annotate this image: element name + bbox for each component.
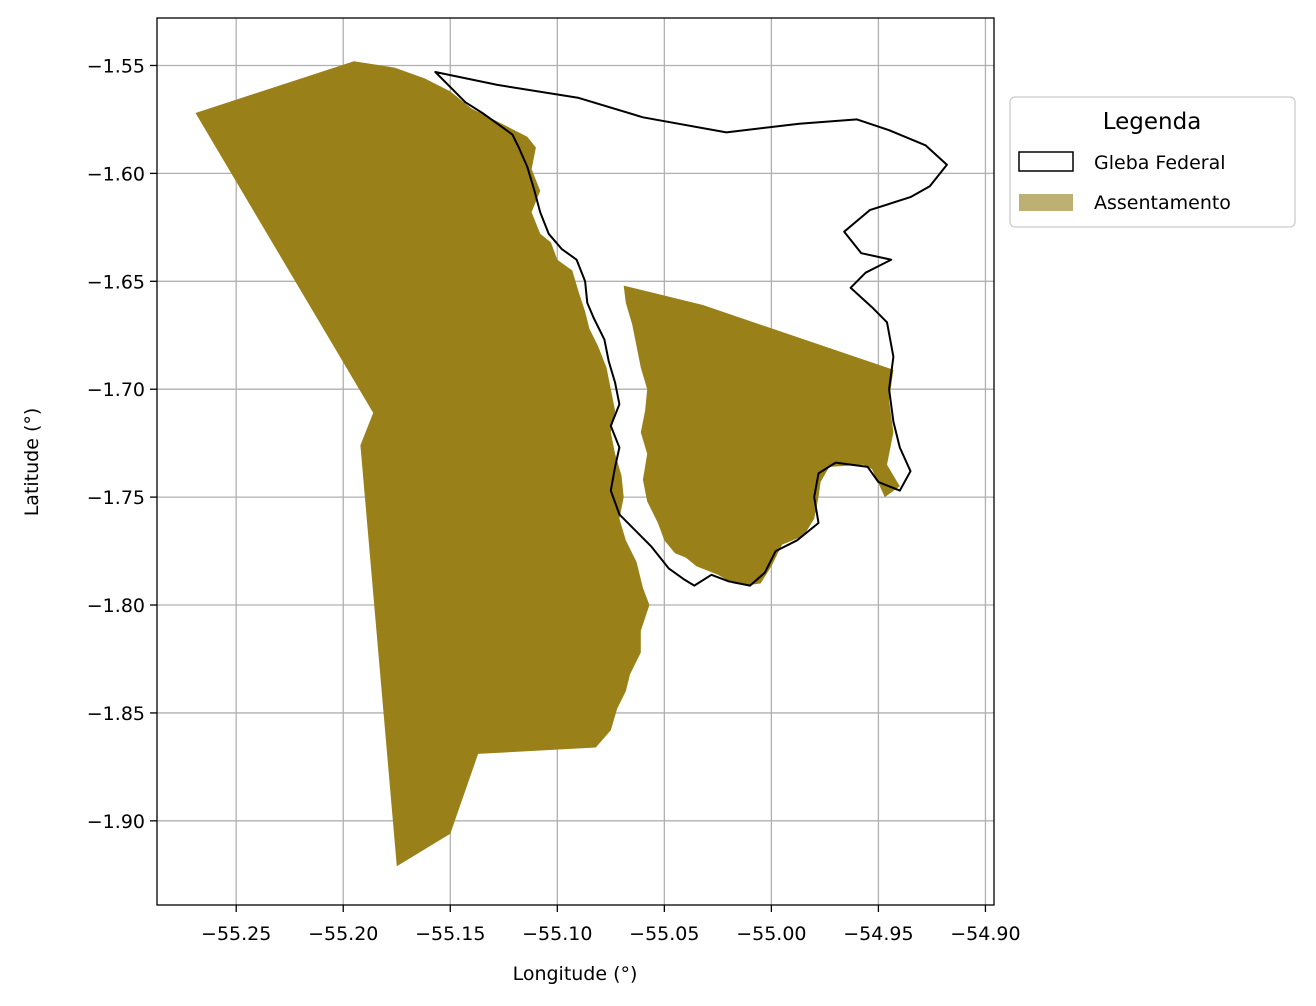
y-tick-label: −1.55	[87, 55, 145, 77]
assentamento-polygon-2	[623, 285, 900, 586]
y-axis-title: Latitude (°)	[21, 408, 43, 517]
y-tick-label: −1.75	[87, 487, 145, 509]
assentamento-layer	[195, 61, 900, 867]
assentamento-polygon-1	[195, 61, 650, 867]
y-tick-label: −1.85	[87, 703, 145, 725]
x-axis-title: Longitude (°)	[513, 963, 638, 985]
legend-swatch-gleba-federal	[1018, 151, 1074, 172]
legend: Legenda Gleba Federal Assentamento	[1009, 96, 1296, 228]
x-tick-label: −55.25	[201, 923, 271, 945]
gleba-federal-polygon-1	[434, 71, 948, 587]
x-tick-label: −54.90	[950, 923, 1020, 945]
legend-title: Legenda	[1103, 109, 1202, 135]
legend-label-gleba-federal: Gleba Federal	[1094, 152, 1226, 174]
legend-box	[1009, 96, 1296, 228]
plot-area	[156, 17, 995, 906]
x-tick-label: −54.95	[843, 923, 913, 945]
x-tick-label: −55.20	[308, 923, 378, 945]
y-tick-label: −1.80	[87, 595, 145, 617]
y-tick-label: −1.65	[87, 271, 145, 293]
x-tick-label: −55.15	[415, 923, 485, 945]
legend-label-assentamento: Assentamento	[1094, 192, 1231, 214]
y-tick-label: −1.60	[87, 163, 145, 185]
legend-swatch-assentamento	[1019, 194, 1073, 211]
x-tick-label: −55.00	[736, 923, 806, 945]
gleba-federal-layer	[434, 71, 948, 587]
plot-frame	[156, 17, 995, 906]
x-tick-label: −55.10	[522, 923, 592, 945]
x-tick-label: −55.05	[629, 923, 699, 945]
y-tick-label: −1.70	[87, 379, 145, 401]
x-axis-ticks: −55.25 −55.20 −55.15 −55.10 −55.05 −55.00 −54.…	[201, 905, 1021, 945]
y-axis-ticks: −1.55 −1.60 −1.65 −1.70 −1.75 −1.80 −1.85 −1.90	[87, 55, 157, 833]
y-tick-label: −1.90	[87, 811, 145, 833]
